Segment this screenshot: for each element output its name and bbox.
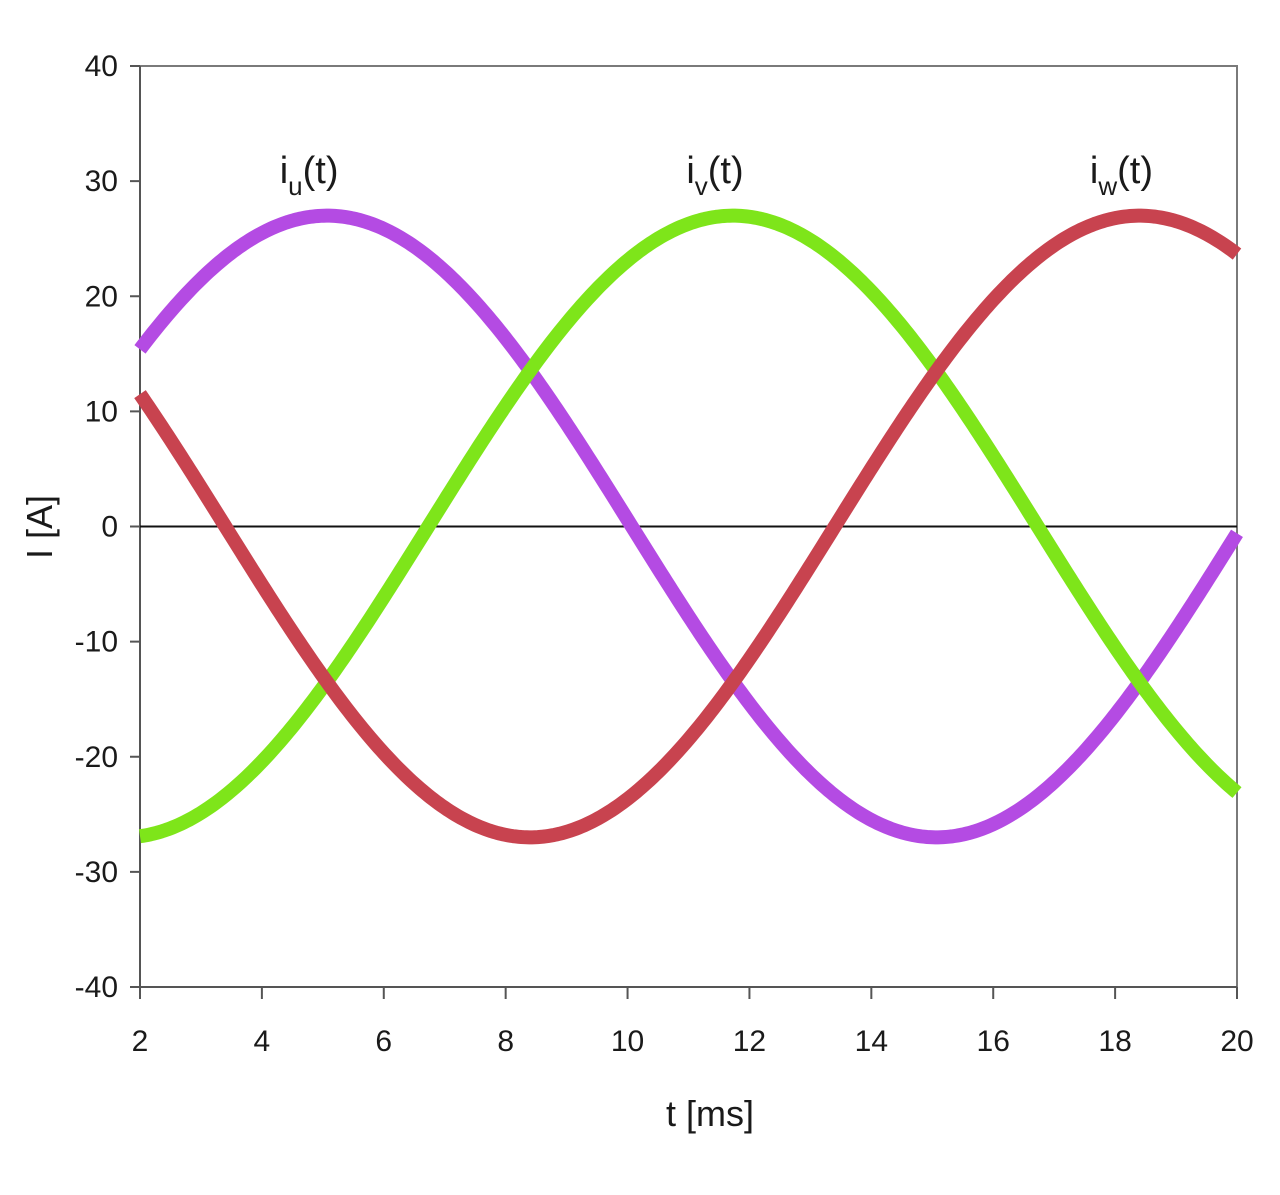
x-axis-title: t [ms] — [666, 1093, 754, 1134]
series-label-tail: (t) — [303, 150, 339, 192]
series-label-subscript: w — [1097, 171, 1117, 201]
x-tick-label: 18 — [1098, 1025, 1131, 1058]
x-tick-label: 16 — [977, 1025, 1010, 1058]
x-tick-label: 4 — [254, 1025, 271, 1058]
series-label-main: i — [686, 150, 694, 192]
y-tick-label: 0 — [101, 511, 118, 544]
y-axis-title: I [A] — [19, 495, 60, 559]
y-tick-label: -40 — [75, 971, 118, 1004]
series-label-main: i — [1090, 150, 1098, 192]
series-layer — [134, 208, 1243, 845]
y-tick-label: -20 — [75, 741, 118, 774]
series-line-u — [134, 208, 1243, 845]
series-label-u: iu(t) — [280, 150, 339, 201]
x-tick-label: 8 — [497, 1025, 514, 1058]
y-tick-label: 30 — [85, 165, 118, 198]
x-tick-label: 12 — [733, 1025, 766, 1058]
x-tick-label: 6 — [375, 1025, 392, 1058]
y-tick-label: 40 — [85, 50, 118, 83]
series-label-tail: (t) — [1117, 150, 1153, 192]
series-label-v: iv(t) — [686, 150, 743, 201]
x-tick-label: 2 — [132, 1025, 149, 1058]
y-tick-label: -10 — [75, 626, 118, 659]
y-tick-label: -30 — [75, 856, 118, 889]
series-label-w: iw(t) — [1090, 150, 1153, 201]
series-line-w — [134, 208, 1242, 845]
series-label-main: i — [280, 150, 288, 192]
axes-layer — [130, 65, 1238, 999]
y-tick-label: 20 — [85, 280, 118, 313]
x-tick-label: 10 — [611, 1025, 644, 1058]
series-label-subscript: u — [288, 171, 302, 201]
y-tick-label: 10 — [85, 395, 118, 428]
series-label-tail: (t) — [708, 150, 744, 192]
x-tick-label: 20 — [1220, 1025, 1253, 1058]
x-tick-label: 14 — [855, 1025, 888, 1058]
series-label-subscript: v — [695, 171, 708, 201]
